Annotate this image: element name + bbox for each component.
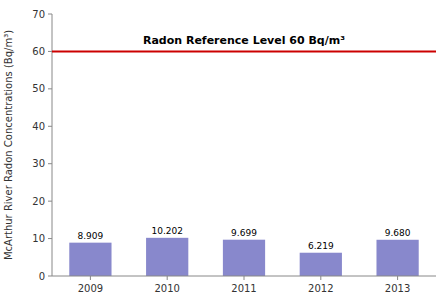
bar <box>223 240 265 276</box>
y-tick-label: 50 <box>32 83 45 94</box>
x-tick-label: 2013 <box>385 283 410 294</box>
x-tick <box>167 276 168 280</box>
x-axis: 2009 2010 2011 2012 2013 <box>52 276 436 294</box>
reference-label: Radon Reference Level 60 Bq/m³ <box>143 34 345 47</box>
y-tick <box>48 163 52 164</box>
x-tick <box>320 276 321 280</box>
data-label: 9.680 <box>385 228 411 238</box>
y-tick-label: 70 <box>32 9 45 20</box>
y-tick-label: 40 <box>32 121 45 132</box>
x-tick <box>90 276 91 280</box>
chart: 0 10 20 30 40 50 60 70 McArthur River Radon Conc… <box>0 0 448 302</box>
y-tick <box>48 14 52 15</box>
bar <box>300 253 342 276</box>
y-tick <box>48 238 52 239</box>
x-tick <box>397 276 398 280</box>
y-tick <box>48 88 52 89</box>
y-axis-label: McArthur River Radon Concentrations (Bq/… <box>3 30 14 260</box>
y-axis-line <box>52 14 53 276</box>
y-tick <box>48 201 52 202</box>
y-tick-label: 20 <box>32 196 45 207</box>
x-tick-label: 2011 <box>231 283 256 294</box>
y-tick-label: 10 <box>32 233 45 244</box>
bar <box>146 238 188 276</box>
x-tick-label: 2009 <box>78 283 103 294</box>
data-label: 8.909 <box>78 231 104 241</box>
y-tick <box>48 51 52 52</box>
x-tick-label: 2012 <box>308 283 333 294</box>
data-label: 6.219 <box>308 241 334 251</box>
y-tick-label: 30 <box>32 158 45 169</box>
bars <box>69 238 418 276</box>
y-tick <box>48 126 52 127</box>
y-tick <box>48 276 52 277</box>
data-label: 9.699 <box>231 228 257 238</box>
x-tick <box>244 276 245 280</box>
bar <box>69 243 111 276</box>
data-labels: 8.909 10.202 9.699 6.219 9.680 <box>78 226 411 251</box>
y-axis: 0 10 20 30 40 50 60 70 <box>32 9 52 282</box>
y-tick-label: 60 <box>32 46 45 57</box>
x-tick-label: 2010 <box>154 283 179 294</box>
reference-line <box>52 50 436 52</box>
bar <box>376 240 418 276</box>
y-tick-label: 0 <box>39 271 45 282</box>
data-label: 10.202 <box>151 226 183 236</box>
